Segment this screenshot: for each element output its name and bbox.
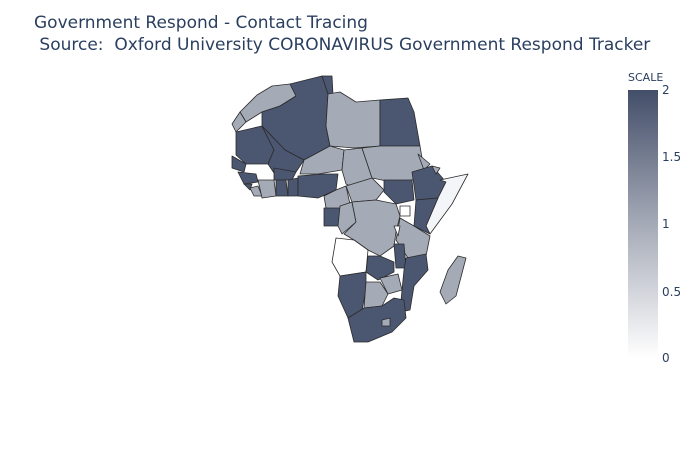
country-gabon[interactable] (323, 207, 341, 227)
colorbar-tick-0-5: 0.5 (662, 285, 682, 299)
country-car[interactable] (345, 177, 385, 203)
country-djibouti[interactable] (431, 165, 441, 175)
colorbar-tick-1: 1 (662, 217, 670, 231)
title-line-2: Source: Oxford University CORONAVIRUS Go… (34, 35, 651, 55)
country-congo[interactable] (337, 201, 357, 235)
country-senegal[interactable] (231, 155, 247, 173)
country-guinea[interactable] (237, 171, 259, 185)
country-botswana[interactable] (363, 281, 389, 309)
colorbar-title: SCALE (628, 71, 664, 84)
title-line-1: Government Respond - Contact Tracing (34, 13, 368, 33)
country-drc[interactable] (343, 199, 401, 257)
country-kenya[interactable] (413, 197, 439, 235)
country-ghana[interactable] (275, 179, 289, 197)
country-togo-benin[interactable] (287, 177, 299, 197)
country-libya[interactable] (325, 91, 381, 149)
colorbar-gradient (628, 90, 658, 358)
country-eritrea[interactable] (417, 153, 431, 171)
country-lesotho[interactable] (381, 317, 391, 327)
country-egypt[interactable] (379, 97, 421, 147)
country-malawi[interactable] (393, 243, 407, 269)
country-south-africa[interactable] (347, 297, 407, 343)
country-south-sudan[interactable] (383, 179, 415, 205)
colorbar-tick-0: 0 (662, 351, 670, 365)
country-madagascar[interactable] (439, 255, 467, 305)
colorbar-tick-2: 2 (662, 83, 670, 97)
country-uganda[interactable] (399, 205, 411, 217)
colorbar-tick-1-5: 1.5 (662, 150, 682, 164)
country-mozambique[interactable] (399, 253, 429, 313)
country-zimbabwe[interactable] (379, 273, 403, 295)
country-burundi[interactable] (393, 225, 401, 237)
chart-title: Government Respond - Contact Tracing Sou… (34, 12, 650, 56)
